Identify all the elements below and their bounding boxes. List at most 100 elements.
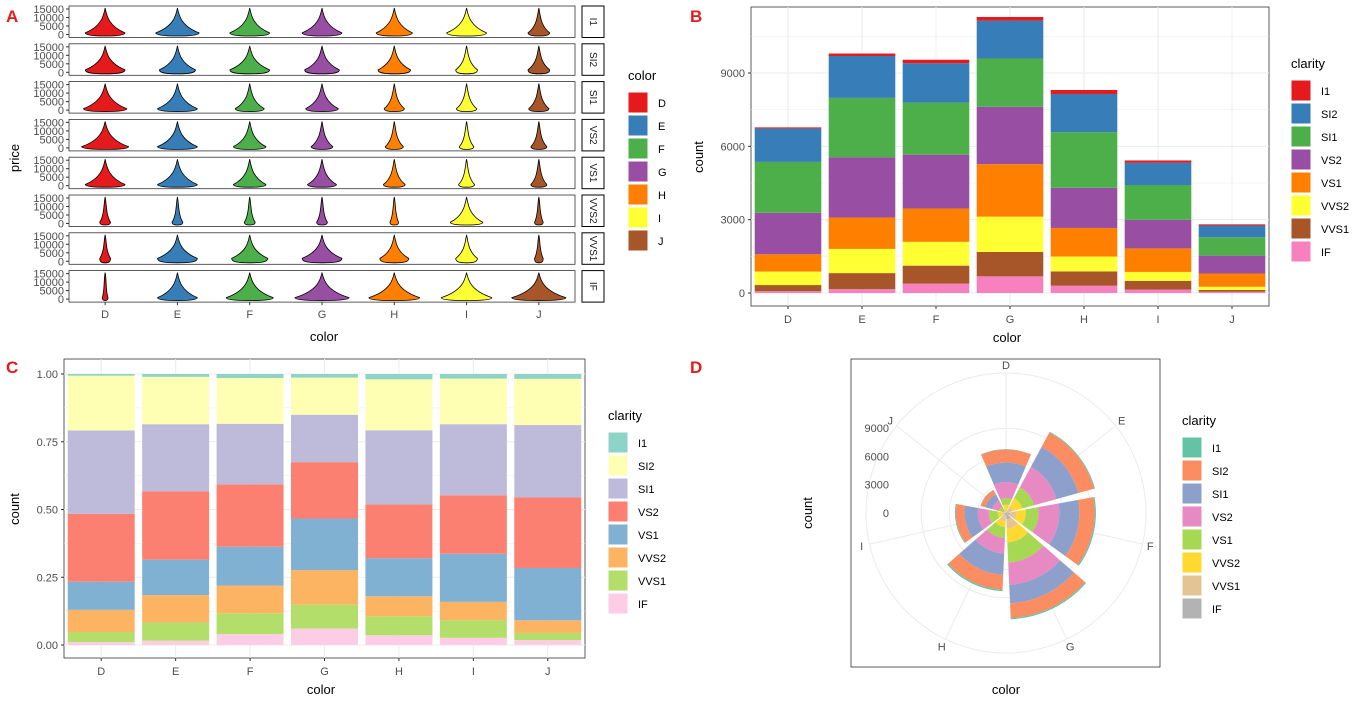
legend-b-label-IF: IF [1321,247,1331,259]
legend-a-title: color [628,68,657,83]
legend-c-key-SI1 [607,477,629,500]
legend-a-key-D [627,91,649,114]
xtick-label-E: E [858,314,865,326]
bar-D-SI2 [67,375,135,431]
polar-label-D: D [1002,360,1010,372]
legend-b-label-VS2: VS2 [1321,155,1342,167]
legend-d-key-IF [1181,597,1203,620]
facet-strip-SI2 [581,43,605,76]
bar-E-VVS2 [142,595,210,623]
ytick-label-VVS1: 10000 [33,239,64,251]
bar-H-VS1 [365,558,433,597]
legend-d-label-VS1: VS1 [1212,535,1233,547]
legend-a-label-F: F [658,144,665,156]
bar-H-VVS1 [1050,271,1118,286]
bar-G-VVS1 [291,604,358,629]
polar-bar-I-VS2 [977,507,993,530]
ytick-label-VVS2: 5000 [40,210,64,222]
bar-E-SI2 [828,56,896,98]
bar-F-VS2 [216,484,284,547]
legend-a-label-I: I [658,213,661,225]
violin-SI2-D [84,45,126,75]
bar-F-VVS2 [216,585,284,614]
panel-label-B: B [690,7,702,26]
ytick-label-VVS1: 0 [58,256,64,268]
polar-label-E: E [1118,416,1125,428]
polar-bar-H-SI2 [948,553,1004,590]
violin-SI1-G [305,83,339,113]
bar-G-SI2 [976,20,1044,59]
polar-bar-G-VVS2 [1006,523,1029,543]
bar-E-VS2 [142,491,210,560]
legend-b-key-IF [1290,240,1312,263]
bar-H-VVS2 [365,596,433,617]
bar-J-VVS1 [514,632,582,641]
legend-a-key-G [627,160,649,183]
violin-SI2-J [527,45,551,75]
bar-D-SI1 [754,161,822,213]
legend-b-label-SI1: SI1 [1321,132,1338,144]
bar-H-VVS1 [365,616,433,636]
bar-J-I1 [514,374,582,379]
legend-b-key-I1 [1290,79,1312,102]
ytick-label: 9000 [721,68,745,80]
bar-I-VVS1 [439,620,507,638]
polar-bar-I-VVS1 [1001,512,1005,516]
legend-c-label-VVS2: VVS2 [638,553,666,565]
legend-d-key-I1 [1181,436,1203,459]
polar-bar-E-VS1 [1014,487,1035,509]
bar-F-VVS1 [902,265,970,284]
ytick-label-VS1: 10000 [33,164,64,176]
violin-VVS2-H [389,196,400,226]
violin-VVS1-G [301,234,343,264]
bar-J-VS2 [1198,255,1266,274]
facet-strip-label-I1: I1 [587,18,598,27]
ytick-label-VS2: 15000 [33,117,64,129]
violin-VS1-H [383,159,406,188]
polar-bar-D-IF [1005,512,1007,513]
bar-H-SI2 [365,379,433,431]
bar-F-SI2 [902,63,970,103]
violin-SI1-E [157,83,198,113]
xtick-label-F: F [246,309,253,321]
polar-bar-D-VVS2 [1002,504,1010,511]
xtick-label-I: I [465,309,468,321]
bar-J-VS1 [1198,273,1266,287]
bar-G-VVS1 [976,251,1044,277]
bar-E-VS1 [828,217,896,249]
ytick-label-VS1: 0 [58,181,64,193]
polar-bar-I-I1 [954,503,966,544]
legend-d-key-SI2 [1181,459,1203,482]
bar-H-SI1 [1050,132,1118,188]
xtick-label-J: J [1229,314,1235,326]
polar-bar-E-SI2 [1041,432,1095,493]
bar-G-VS1 [291,518,358,571]
bar-G-I1 [291,374,358,378]
bar-J-IF [514,640,582,645]
bar-I-SI1 [1124,185,1192,220]
violin-VS2-F [233,121,267,150]
bar-F-IF [902,283,970,293]
legend-a-label-E: E [658,121,665,133]
ytick-label-VVS1: 5000 [40,248,64,260]
bar-E-VS2 [828,157,896,218]
ytick-label-SI2: 10000 [33,50,64,62]
polar-label-G: G [1066,641,1075,653]
legend-a-key-E [627,114,649,137]
legend-c-label-IF: IF [638,599,648,611]
bar-D-SI2 [754,128,822,162]
bar-F-VS2 [902,154,970,209]
polar-bar-H-VS1 [987,522,1006,539]
polar-bar-H-VVS2 [995,518,1006,528]
violin-VS2-H [384,121,404,150]
violin-I1-H [375,7,413,37]
legend-c-label-I1: I1 [638,438,647,450]
bar-D-VS2 [754,212,822,255]
bar-H-IF [365,635,433,645]
polar-bar-F-IF [1006,512,1010,516]
polar-bar-F-VS2 [1032,503,1060,545]
violin-I1-I [446,7,487,37]
violin-VS2-J [530,121,548,150]
bar-D-SI1 [67,430,135,514]
bar-H-IF [1050,285,1118,293]
